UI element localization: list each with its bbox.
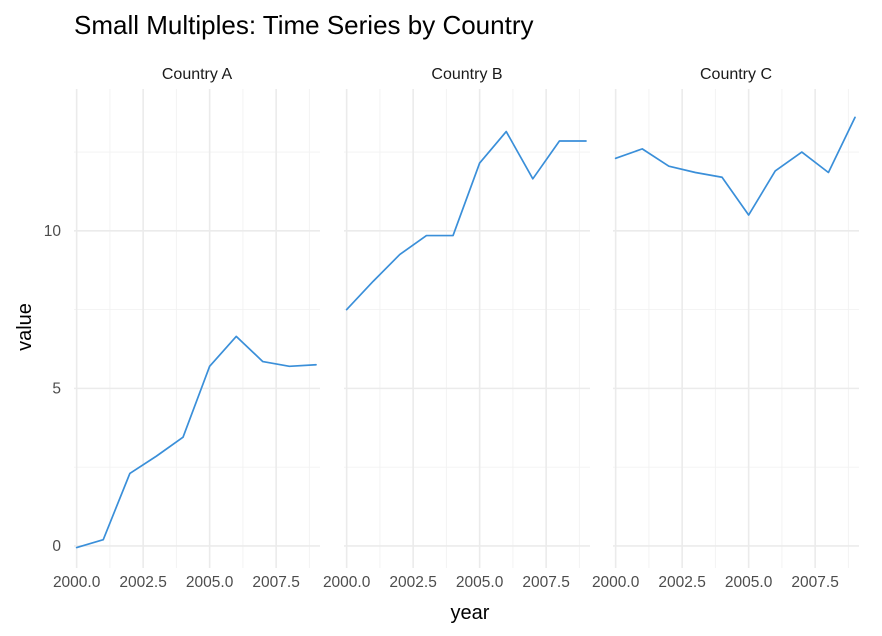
chart-title: Small Multiples: Time Series by Country (74, 10, 533, 40)
facet-panel: Country A 2000.0 2002.5 2005.0 2007.5 (53, 66, 320, 591)
x-tick-label: 2005.0 (456, 574, 504, 591)
x-tick-label: 2005.0 (725, 574, 773, 591)
x-tick-label: 2002.5 (658, 574, 705, 591)
x-axis-title: year (451, 602, 490, 624)
facet-panel: Country B 2000.0 2002.5 2005.0 2007.5 (323, 66, 590, 591)
y-axis-title: value (14, 303, 36, 351)
x-tick-label: 2000.0 (53, 574, 101, 591)
x-tick-label: 2000.0 (323, 574, 371, 591)
y-tick-label: 10 (44, 223, 62, 240)
x-tick-label: 2002.5 (389, 574, 436, 591)
facet-strip-label: Country B (431, 66, 502, 83)
x-tick-label: 2000.0 (592, 574, 640, 591)
x-tick-label: 2002.5 (119, 574, 166, 591)
series-line (614, 116, 856, 216)
y-tick-label: 0 (52, 538, 61, 555)
facet-strip-label: Country C (700, 66, 772, 83)
series-line (75, 335, 317, 549)
x-tick-label: 2007.5 (252, 574, 299, 591)
series-line (345, 130, 587, 311)
facet-panel: Country C 2000.0 2002.5 2005.0 2007.5 (592, 66, 859, 591)
x-tick-label: 2007.5 (791, 574, 838, 591)
y-tick-label: 5 (52, 380, 61, 397)
facet-strip-label: Country A (162, 66, 233, 83)
y-axis: 0 5 10 (44, 223, 62, 555)
x-tick-label: 2005.0 (186, 574, 234, 591)
x-tick-label: 2007.5 (522, 574, 569, 591)
